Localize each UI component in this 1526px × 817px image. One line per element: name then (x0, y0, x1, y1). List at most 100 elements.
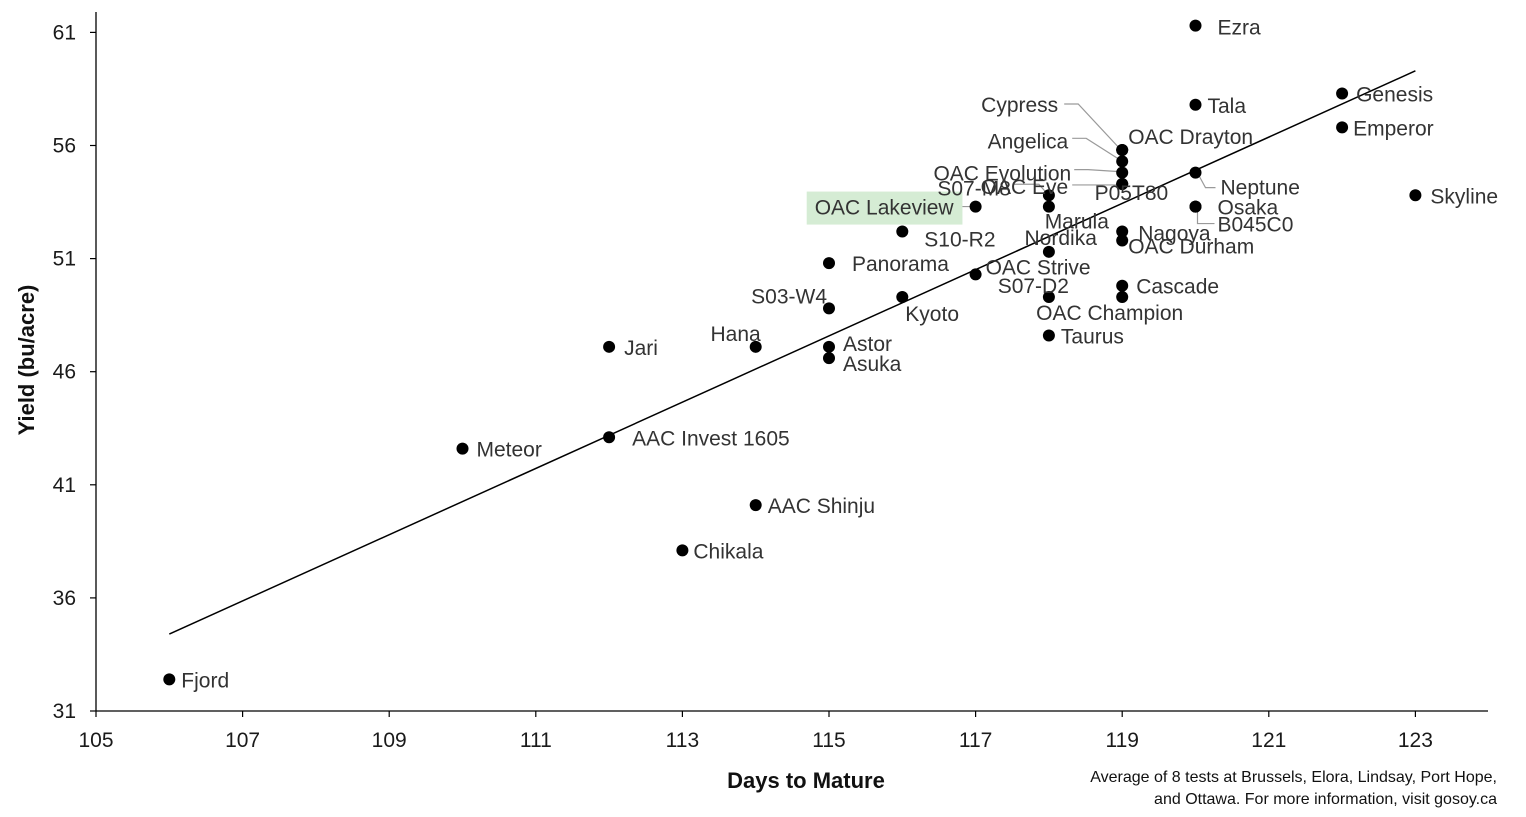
point-s03-w4 (823, 302, 835, 315)
label-oac-lakeview: OAC Lakeview (815, 197, 955, 220)
point-oac-lakeview (969, 200, 982, 213)
leader-line-oac-evolution (1074, 169, 1120, 173)
point-angelica (1116, 155, 1129, 168)
point-b045c0 (1189, 200, 1202, 213)
leader-line-angelica (1072, 137, 1120, 160)
label-tala: Tala (1208, 95, 1247, 118)
trendline (168, 70, 1416, 635)
label-neptune: Neptune (1221, 177, 1300, 200)
point-astor (823, 340, 835, 353)
label-osaka: Osaka (1218, 197, 1279, 220)
label-skyline: Skyline (1430, 185, 1498, 208)
label-oac-champion: OAC Champion (1036, 302, 1183, 325)
label-aac-invest-1605: AAC Invest 1605 (632, 427, 790, 450)
label-oac-drayton: OAC Drayton (1128, 126, 1253, 149)
point-s07-m8 (1042, 189, 1055, 202)
x-tick-label: 121 (1251, 729, 1286, 752)
y-tick-label: 56 (53, 135, 76, 158)
leader-lines (955, 103, 1216, 225)
point-oac-strive (969, 268, 982, 281)
label-marula: Marula (1045, 211, 1110, 234)
point-nordika (1042, 245, 1055, 258)
point-neptune (1189, 166, 1202, 179)
label-taurus: Taurus (1061, 326, 1124, 349)
label-nagoya: Nagoya (1138, 222, 1211, 245)
point-taurus (1042, 329, 1055, 342)
point-cascade (1116, 279, 1129, 292)
label-hana: Hana (710, 323, 761, 346)
label-kyoto: Kyoto (905, 303, 959, 326)
data-points (163, 19, 1422, 686)
point-jari (603, 340, 616, 353)
trendline-group (168, 70, 1416, 635)
point-meteor (456, 442, 469, 455)
label-s10-r2: S10-R2 (924, 228, 995, 251)
point-oac-evolution (1116, 166, 1129, 179)
point-kyoto (896, 291, 909, 304)
y-tick-label: 41 (53, 474, 76, 497)
leader-line-b045c0 (1196, 211, 1215, 225)
label-s03-w4: S03-W4 (751, 285, 827, 308)
label-fjord: Fjord (181, 669, 229, 692)
point-panorama (823, 257, 835, 270)
label-chikala: Chikala (693, 540, 763, 563)
point-emperor (1336, 121, 1349, 134)
x-tick-label: 115 (812, 729, 845, 752)
leader-line-cypress (1064, 103, 1120, 149)
y-axis-title: Yield (bu/acre) (14, 285, 39, 436)
label-emperor: Emperor (1353, 117, 1434, 140)
point-oac-champion (1116, 291, 1129, 304)
point-aac-shinju (749, 499, 762, 512)
label-s07-m8: S07-M8 (937, 177, 1011, 200)
label-p05t80: P05T80 (1095, 182, 1169, 205)
label-angelica: Angelica (988, 130, 1069, 153)
label-b045c0: B045C0 (1218, 214, 1294, 237)
x-tick-label: 111 (520, 729, 552, 752)
x-tick-label: 123 (1398, 729, 1433, 752)
label-s07-d2: S07-D2 (998, 275, 1069, 298)
y-tick-label: 51 (53, 248, 76, 271)
leader-line-s07-m8 (1013, 183, 1047, 193)
point-genesis (1336, 87, 1349, 100)
point-oac-durham (1116, 234, 1129, 247)
highlight-box (806, 191, 963, 225)
point-ezra (1189, 19, 1202, 32)
label-genesis: Genesis (1356, 83, 1433, 106)
leader-line-neptune (1198, 176, 1216, 189)
label-oac-evolution: OAC Evolution (933, 163, 1071, 186)
label-jari: Jari (624, 337, 658, 360)
label-asuka: Asuka (843, 353, 902, 376)
point-skyline (1409, 189, 1422, 202)
point-tala (1189, 98, 1202, 111)
point-asuka (823, 352, 835, 365)
label-meteor: Meteor (477, 439, 542, 462)
footnote-line-2: and Ottawa. For more information, visit … (1154, 791, 1497, 808)
point-fjord (163, 673, 176, 686)
label-astor: Astor (843, 333, 892, 356)
label-cascade: Cascade (1136, 276, 1219, 299)
point-s07-d2 (1042, 291, 1055, 304)
point-nagoya (1116, 225, 1129, 238)
footnote-line-1: Average of 8 tests at Brussels, Elora, L… (1090, 769, 1497, 786)
point-chikala (676, 544, 689, 557)
y-tick-label: 61 (53, 21, 76, 44)
x-tick-label: 105 (78, 729, 113, 752)
x-axis-title: Days to Mature (727, 768, 885, 793)
x-tick-label: 109 (372, 729, 407, 752)
label-oac-eve: OAC Eve (981, 176, 1069, 199)
label-cypress: Cypress (981, 94, 1058, 117)
label-panorama: Panorama (852, 253, 949, 276)
label-ezra: Ezra (1218, 17, 1262, 40)
y-tick-label: 36 (53, 587, 76, 610)
label-oac-durham: OAC Durham (1128, 236, 1254, 259)
point-labels: Fjord Meteor Jari AAC Invest 1605 Chikala Han… (181, 17, 1498, 693)
y-tick-label: 31 (53, 700, 76, 723)
point-oac-drayton (1116, 144, 1129, 157)
x-tick-label: 107 (225, 729, 260, 752)
x-tick-label: 119 (1105, 729, 1138, 752)
x-tick-label: 117 (959, 729, 992, 752)
point-p05t80 (1116, 177, 1129, 190)
label-nordika: Nordika (1025, 227, 1098, 250)
point-hana (749, 340, 762, 353)
